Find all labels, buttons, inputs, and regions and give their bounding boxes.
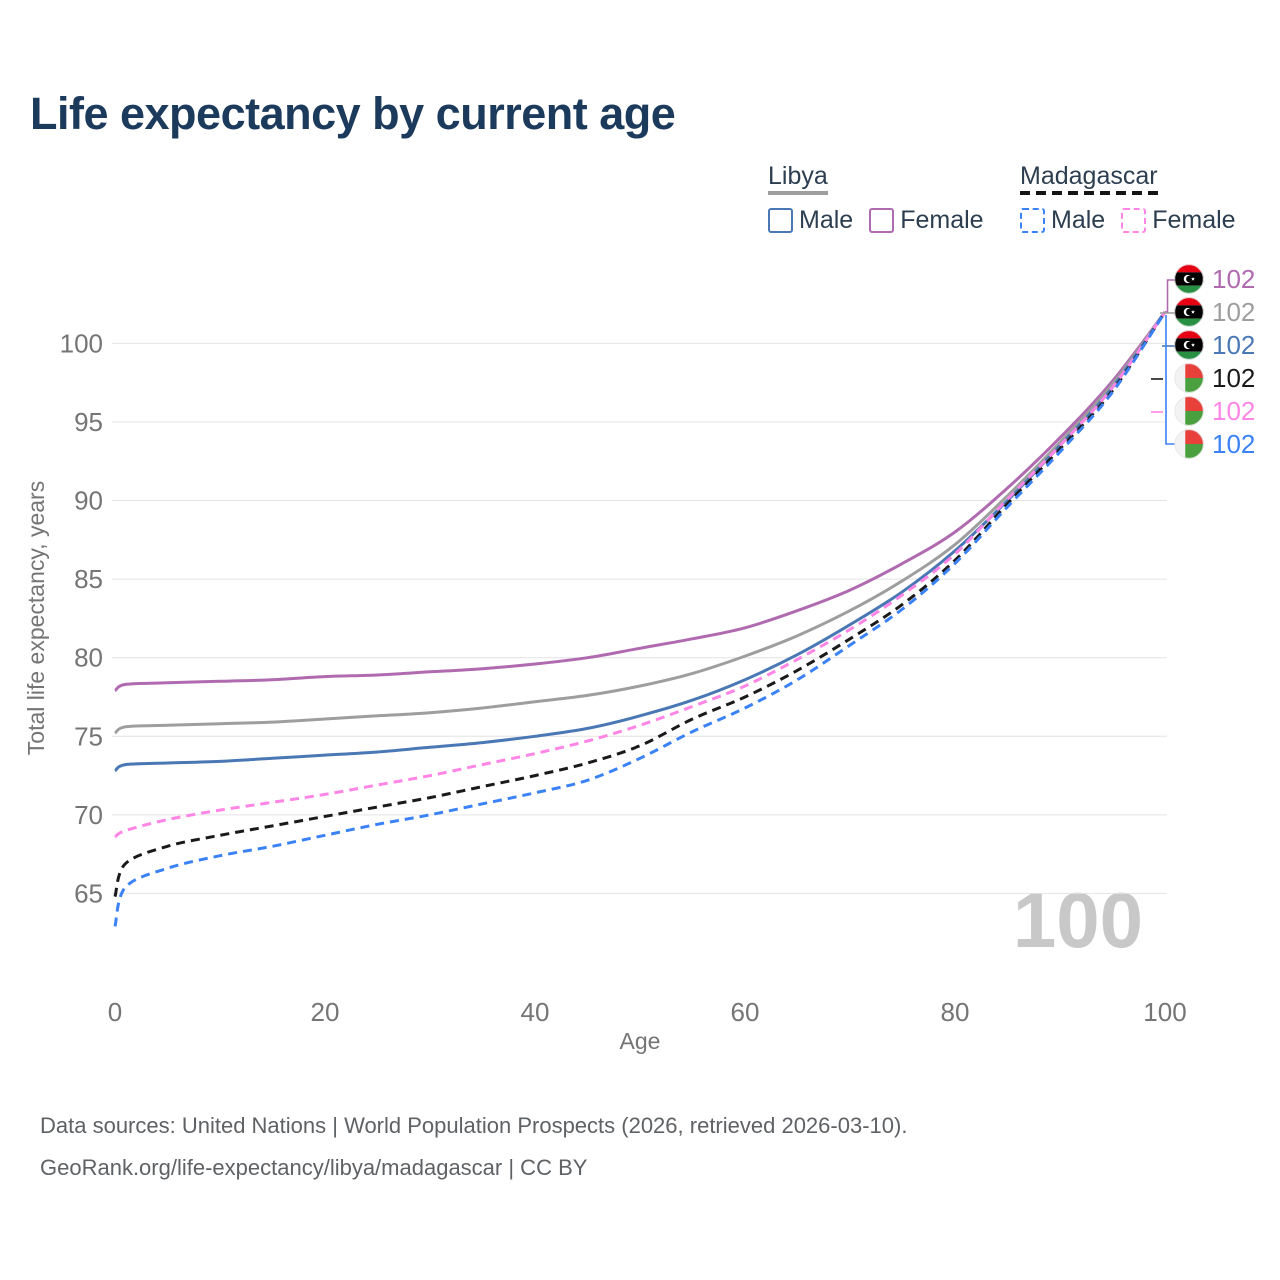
libya-flag-icon bbox=[1174, 297, 1204, 327]
legend-items-row: Male Female bbox=[768, 206, 1000, 235]
footer: Data sources: United Nations | World Pop… bbox=[40, 1105, 907, 1189]
legend-swatch-libya-female[interactable] bbox=[869, 208, 895, 233]
y-tick-label: 75 bbox=[74, 721, 103, 751]
y-tick-label: 95 bbox=[74, 407, 103, 437]
x-tick-label: 0 bbox=[108, 997, 122, 1027]
legend-swatch-madagascar-female[interactable] bbox=[1121, 208, 1147, 233]
legend-label-libya-female: Female bbox=[900, 206, 984, 234]
legend-dashed-line-sample bbox=[1020, 191, 1158, 195]
y-tick-label: 70 bbox=[74, 800, 103, 830]
end-value-label: 102 bbox=[1212, 396, 1256, 426]
x-tick-label: 100 bbox=[1143, 997, 1186, 1027]
series-end-label-row-madagascar-female: 102 bbox=[1174, 396, 1255, 426]
series-end-label-row-madagascar-male: 102 bbox=[1174, 429, 1255, 459]
end-label-connector bbox=[1165, 279, 1175, 313]
libya-flag-icon bbox=[1174, 264, 1204, 294]
legend-items-row: Male Female bbox=[1020, 206, 1252, 235]
legend-solid-line-sample bbox=[768, 191, 828, 195]
legend-label-madagascar-male: Male bbox=[1051, 206, 1106, 234]
legend-swatch-madagascar-male[interactable] bbox=[1020, 208, 1045, 233]
line-libya-female[interactable] bbox=[114, 311, 1167, 693]
x-tick-label: 80 bbox=[941, 997, 970, 1027]
x-tick-label: 60 bbox=[731, 997, 760, 1027]
end-value-label: 102 bbox=[1212, 297, 1256, 327]
x-axis-title: Age bbox=[620, 1028, 661, 1054]
y-tick-label: 80 bbox=[74, 643, 103, 673]
x-tick-label: 40 bbox=[521, 997, 550, 1027]
line-madagascar-both-sexes[interactable] bbox=[113, 311, 1167, 898]
series-end-label-row-madagascar-both-sexes: 102 bbox=[1174, 363, 1255, 393]
y-tick-label: 90 bbox=[74, 486, 103, 516]
data-sources-text: Data sources: United Nations | World Pop… bbox=[40, 1113, 908, 1138]
end-value-label: 102 bbox=[1212, 363, 1256, 393]
madagascar-flag-icon bbox=[1174, 363, 1204, 393]
legend-group-libya: Libya Male Female bbox=[768, 163, 1000, 235]
line-libya-male[interactable] bbox=[114, 311, 1167, 773]
legend-header-libya[interactable]: Libya bbox=[768, 162, 828, 190]
series-end-label-row-libya-male: 102 bbox=[1174, 330, 1255, 360]
legend-label-madagascar-female: Female bbox=[1152, 206, 1236, 234]
libya-flag-icon bbox=[1174, 330, 1204, 360]
series-end-label-row-libya-female: 102 bbox=[1174, 264, 1255, 294]
y-tick-label: 100 bbox=[60, 328, 103, 358]
page-title: Life expectancy by current age bbox=[30, 88, 676, 139]
end-label-connector bbox=[1165, 314, 1175, 445]
legend-swatch-libya-male[interactable] bbox=[768, 208, 793, 233]
legend-header-madagascar[interactable]: Madagascar bbox=[1020, 162, 1158, 190]
age-counter-watermark: 100 bbox=[1013, 876, 1143, 964]
end-value-label: 102 bbox=[1212, 330, 1256, 360]
end-value-label: 102 bbox=[1212, 264, 1256, 294]
legend-group-madagascar: Madagascar Male Female bbox=[1020, 163, 1252, 235]
legend: Libya Male Female Madagascar Male Female bbox=[0, 163, 1280, 255]
end-value-label: 102 bbox=[1212, 429, 1256, 459]
legend-label-libya-male: Male bbox=[799, 206, 854, 234]
x-tick-label: 20 bbox=[311, 997, 340, 1027]
madagascar-flag-icon bbox=[1174, 429, 1204, 459]
line-madagascar-female[interactable] bbox=[114, 311, 1167, 839]
series-end-label-row-libya-both-sexes: 102 bbox=[1174, 297, 1255, 327]
y-tick-label: 65 bbox=[74, 878, 103, 908]
madagascar-flag-icon bbox=[1174, 396, 1204, 426]
y-tick-label: 85 bbox=[74, 564, 103, 594]
line-libya-both-sexes[interactable] bbox=[114, 311, 1167, 735]
attribution-text: GeoRank.org/life-expectancy/libya/madaga… bbox=[40, 1155, 588, 1180]
y-axis-title: Total life expectancy, years bbox=[23, 481, 49, 755]
line-madagascar-male[interactable] bbox=[113, 311, 1167, 927]
